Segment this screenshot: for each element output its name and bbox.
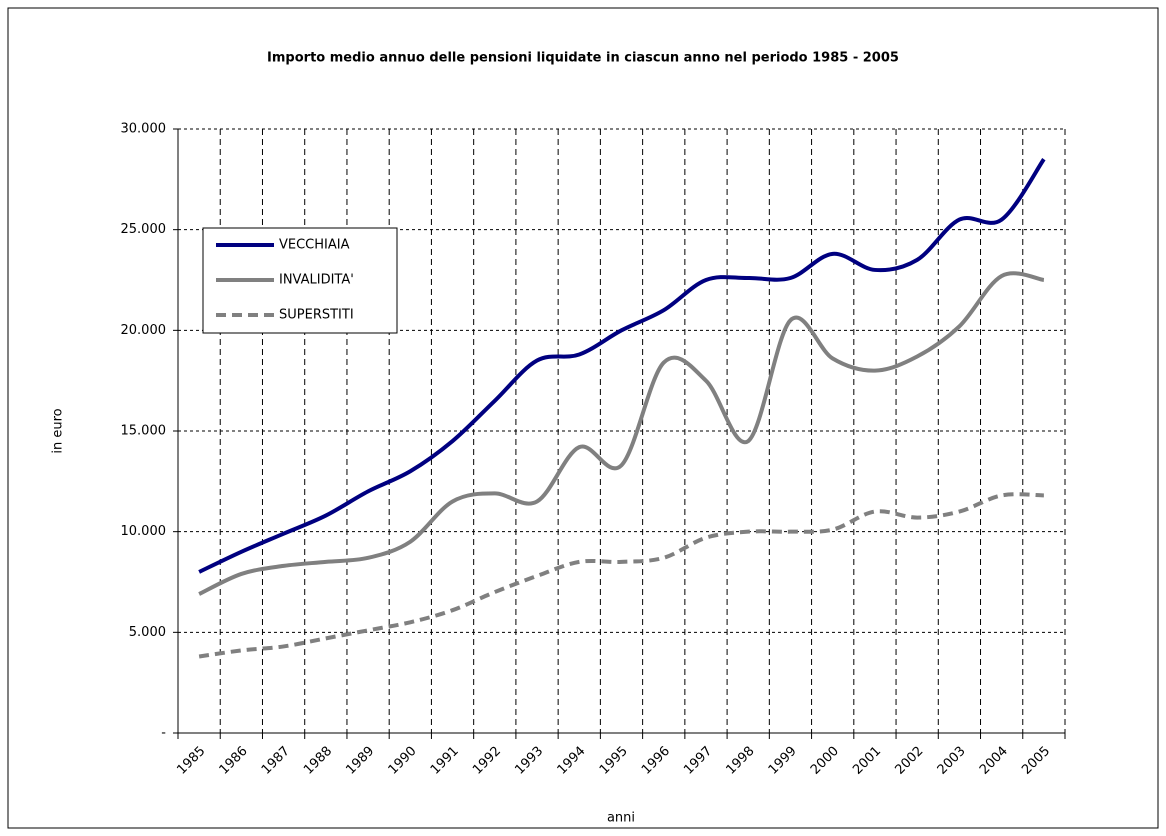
series-line [198, 492, 1044, 659]
chart-frame [7, 7, 1159, 829]
y-tick-label: 5.000 [129, 625, 166, 640]
y-tick-label: 15.000 [121, 424, 167, 439]
y-tick-label: 20.000 [121, 323, 167, 338]
legend-label: VECCHIAIA [279, 238, 350, 253]
legend-label: INVALIDITA' [279, 273, 354, 288]
y-tick-label: 10.000 [121, 524, 167, 539]
y-axis-label: in euro [51, 408, 66, 453]
series-line [198, 271, 1045, 596]
chart-title: Importo medio annuo delle pensioni liqui… [267, 51, 899, 66]
series-line [198, 158, 1046, 574]
legend-label: SUPERSTITI [279, 308, 354, 323]
y-tick-label: 25.000 [121, 222, 167, 237]
x-axis-label: anni [607, 811, 635, 826]
y-tick-label: - [161, 726, 166, 741]
y-tick-label: 30.000 [121, 122, 167, 137]
